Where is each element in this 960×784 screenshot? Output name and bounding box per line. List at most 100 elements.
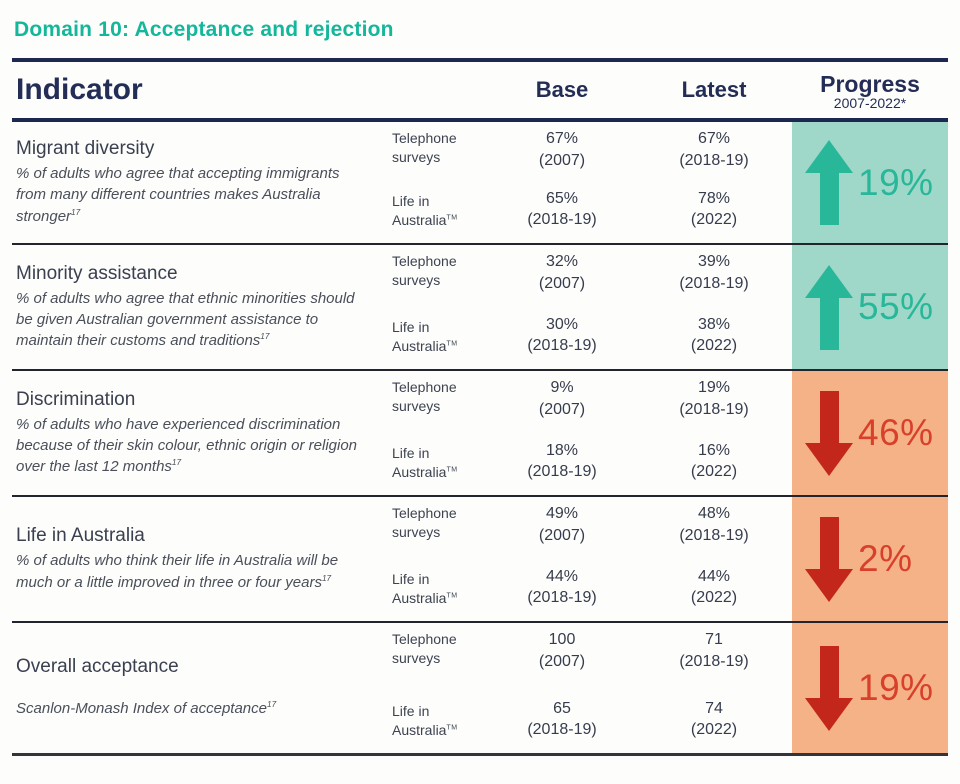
method-label-telephone: Telephone surveys xyxy=(392,379,457,414)
base-value: 65% (2018-19) xyxy=(527,189,597,229)
reference-superscript: 17 xyxy=(260,332,270,342)
report-page: Domain 10: Acceptance and rejection Indi… xyxy=(12,18,948,756)
indicator-description: % of adults who have experienced discrim… xyxy=(16,414,368,478)
method-label-life-in-australia: Life in AustraliaTM xyxy=(392,319,458,355)
trademark-superscript: TM xyxy=(446,724,458,732)
progress-value: 19% xyxy=(858,161,934,203)
indicator-cell: Minority assistance % of adults who agre… xyxy=(12,245,392,369)
table-header-row: Indicator Base Latest Progress 2007-2022… xyxy=(12,62,948,122)
latest-value: 39% (2018-19) xyxy=(679,253,749,292)
indicator-description: Scanlon-Monash Index of acceptance17 xyxy=(16,698,368,719)
indicator-description-text: % of adults who have experienced discrim… xyxy=(16,415,358,476)
latest-value: 16% (2022) xyxy=(690,441,738,481)
table-row: Overall acceptance Scanlon-Monash Index … xyxy=(12,623,948,756)
latest-value: 71 (2018-19) xyxy=(679,631,749,670)
indicator-name: Life in Australia xyxy=(16,525,145,547)
indicator-description-text: % of adults who agree that accepting imm… xyxy=(16,165,340,225)
trademark-superscript: TM xyxy=(446,214,458,222)
reference-superscript: 17 xyxy=(267,700,277,710)
progress-value: 55% xyxy=(858,286,934,327)
trademark-superscript: TM xyxy=(446,592,458,600)
latest-value: 19% (2018-19) xyxy=(679,379,749,418)
reference-superscript: 17 xyxy=(321,573,332,583)
base-cell: 49% (2007) 44% (2018-19) xyxy=(488,497,636,621)
latest-value: 67% (2018-19) xyxy=(679,130,749,169)
indicator-description-text: % of adults who think their life in Aust… xyxy=(16,552,339,591)
latest-cell: 39% (2018-19) 38% (2022) xyxy=(636,245,792,369)
table-row: Migrant diversity % of adults who agree … xyxy=(12,122,948,245)
method-label-telephone: Telephone surveys xyxy=(392,253,457,288)
header-progress-label: Progress xyxy=(820,70,920,97)
base-value: 9% (2007) xyxy=(538,379,586,418)
base-cell: 100 (2007) 65 (2018-19) xyxy=(488,623,636,753)
indicator-cell: Migrant diversity % of adults who agree … xyxy=(12,122,392,243)
method-label-life-in-australia: Life in AustraliaTM xyxy=(392,703,458,739)
progress-value: 19% xyxy=(858,667,934,708)
method-label-telephone: Telephone surveys xyxy=(392,130,457,165)
progress-cell: 19% xyxy=(792,122,948,243)
base-value: 30% (2018-19) xyxy=(527,315,597,355)
latest-value: 38% (2022) xyxy=(690,315,738,355)
progress-arrow-icon xyxy=(805,516,853,602)
progress-arrow-icon xyxy=(805,264,853,350)
section-title: Domain 10: Acceptance and rejection xyxy=(14,18,394,41)
header-progress: Progress 2007-2022* xyxy=(792,70,948,111)
trademark-superscript: TM xyxy=(446,340,458,348)
header-latest: Latest xyxy=(681,77,747,102)
indicator-name: Minority assistance xyxy=(16,262,178,284)
latest-cell: 48% (2018-19) 44% (2022) xyxy=(636,497,792,621)
base-value: 100 (2007) xyxy=(538,631,586,670)
header-base: Base xyxy=(535,77,589,102)
indicator-name: Migrant diversity xyxy=(16,138,155,160)
base-value: 18% (2018-19) xyxy=(527,441,597,481)
base-cell: 67% (2007) 65% (2018-19) xyxy=(488,122,636,243)
indicator-description: % of adults who agree that accepting imm… xyxy=(16,163,368,227)
latest-cell: 19% (2018-19) 16% (2022) xyxy=(636,371,792,495)
method-label-life-in-australia: Life in AustraliaTM xyxy=(392,445,458,481)
header-indicator: Indicator xyxy=(16,73,143,106)
table-row: Life in Australia % of adults who think … xyxy=(12,497,948,623)
base-value: 67% (2007) xyxy=(538,130,586,169)
indicator-description: % of adults who think their life in Aust… xyxy=(16,550,368,593)
method-cell: Telephone surveys Life in AustraliaTM xyxy=(392,497,488,621)
base-value: 44% (2018-19) xyxy=(527,567,597,607)
trademark-superscript: TM xyxy=(446,466,458,474)
latest-value: 74 (2022) xyxy=(690,699,738,739)
progress-value: 2% xyxy=(858,538,913,579)
latest-value: 48% (2018-19) xyxy=(679,505,749,544)
latest-cell: 67% (2018-19) 78% (2022) xyxy=(636,122,792,243)
progress-cell: 55% xyxy=(792,245,948,369)
table-row: Discrimination % of adults who have expe… xyxy=(12,371,948,497)
indicator-description: % of adults who agree that ethnic minori… xyxy=(16,288,368,352)
indicator-table: Indicator Base Latest Progress 2007-2022… xyxy=(12,58,948,756)
base-value: 49% (2007) xyxy=(538,505,586,544)
table-row: Minority assistance % of adults who agre… xyxy=(12,245,948,371)
indicator-description-text: Scanlon-Monash Index of acceptance xyxy=(16,700,267,718)
header-progress-period: 2007-2022* xyxy=(833,94,907,111)
progress-arrow-icon xyxy=(805,390,853,476)
latest-cell: 71 (2018-19) 74 (2022) xyxy=(636,623,792,753)
method-cell: Telephone surveys Life in AustraliaTM xyxy=(392,371,488,495)
method-label-telephone: Telephone surveys xyxy=(392,505,457,540)
method-cell: Telephone surveys Life in AustraliaTM xyxy=(392,122,488,243)
base-value: 32% (2007) xyxy=(538,253,586,292)
indicator-name: Discrimination xyxy=(16,388,136,410)
method-cell: Telephone surveys Life in AustraliaTM xyxy=(392,245,488,369)
method-label-telephone: Telephone surveys xyxy=(392,631,457,666)
indicator-cell: Overall acceptance Scanlon-Monash Index … xyxy=(12,623,392,753)
indicator-name: Overall acceptance xyxy=(16,656,179,678)
progress-arrow-icon xyxy=(805,140,853,225)
indicator-cell: Life in Australia % of adults who think … xyxy=(12,497,392,621)
base-cell: 32% (2007) 30% (2018-19) xyxy=(488,245,636,369)
reference-superscript: 17 xyxy=(171,458,182,468)
base-cell: 9% (2007) 18% (2018-19) xyxy=(488,371,636,495)
progress-cell: 2% xyxy=(792,497,948,621)
method-label-life-in-australia: Life in AustraliaTM xyxy=(392,571,458,607)
latest-value: 78% (2022) xyxy=(690,189,738,229)
base-value: 65 (2018-19) xyxy=(527,699,597,739)
latest-value: 44% (2022) xyxy=(690,567,738,607)
progress-cell: 46% xyxy=(792,371,948,495)
progress-value: 46% xyxy=(858,412,934,453)
progress-arrow-icon xyxy=(805,645,853,731)
indicator-cell: Discrimination % of adults who have expe… xyxy=(12,371,392,495)
